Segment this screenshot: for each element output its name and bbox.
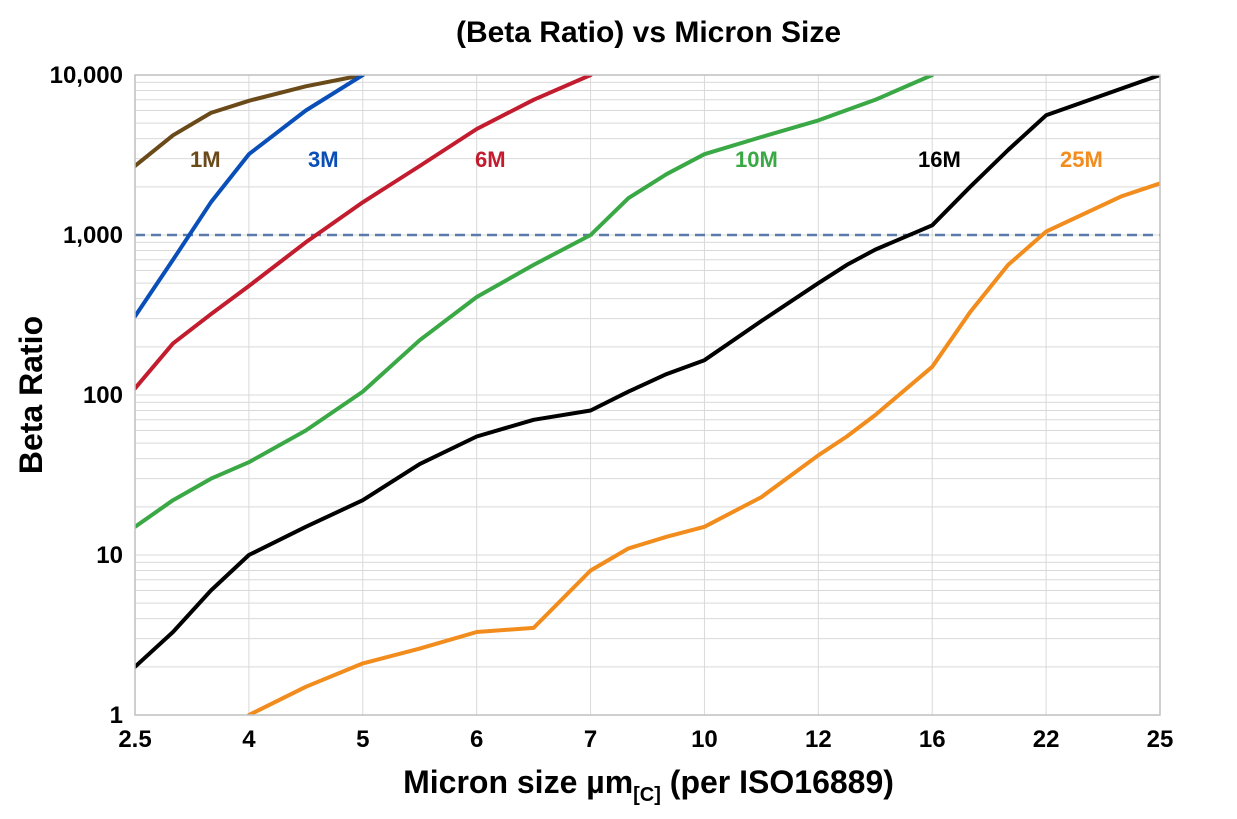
series-label-25M: 25M xyxy=(1060,147,1103,172)
xtick-label: 5 xyxy=(356,726,369,753)
series-label-1M: 1M xyxy=(190,147,221,172)
y-axis-label: Beta Ratio xyxy=(13,316,49,474)
series-label-10M: 10M xyxy=(735,147,778,172)
xtick-label: 12 xyxy=(805,726,832,753)
xtick-label: 16 xyxy=(919,726,946,753)
chart-title: (Beta Ratio) vs Micron Size xyxy=(456,16,841,49)
chart-container: 1M 3M 6M 10M 16M 25M 1 10 100 1,000 10,000 2.5 4 5 6 7 1… xyxy=(0,0,1237,819)
xtick-label: 6 xyxy=(470,726,483,753)
ytick-label: 1,000 xyxy=(63,222,123,249)
ytick-label: 100 xyxy=(83,382,123,409)
chart-svg: 1M 3M 6M 10M 16M 25M 1 10 100 1,000 10,000 2.5 4 5 6 7 1… xyxy=(0,0,1237,819)
series-label-16M: 16M xyxy=(918,147,961,172)
xtick-label: 22 xyxy=(1033,726,1060,753)
xtick-label: 25 xyxy=(1147,726,1174,753)
ytick-label: 1 xyxy=(110,702,123,729)
ytick-label: 10,000 xyxy=(50,62,123,89)
ytick-label: 10 xyxy=(96,542,123,569)
xtick-label: 2.5 xyxy=(118,726,151,753)
series-label-6M: 6M xyxy=(475,147,506,172)
xtick-label: 4 xyxy=(242,726,256,753)
xtick-label: 10 xyxy=(691,726,718,753)
xtick-label: 7 xyxy=(584,726,597,753)
series-label-3M: 3M xyxy=(308,147,339,172)
